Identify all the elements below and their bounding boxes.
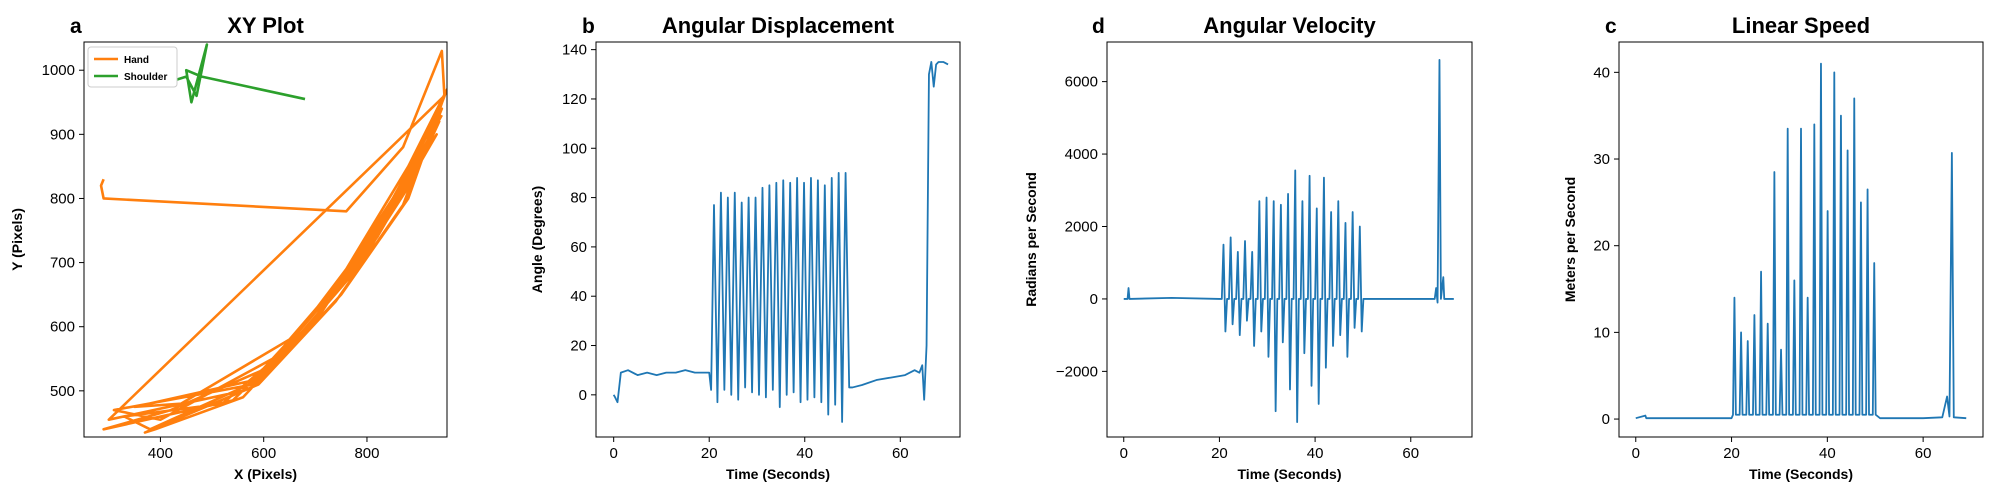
y-tick-label: 800	[50, 190, 75, 207]
legend-label: Hand	[124, 55, 149, 66]
y-tick-label: 80	[570, 190, 587, 207]
data-line	[170, 43, 306, 104]
x-tick-label: 0	[1632, 445, 1640, 462]
y-tick-label: 1000	[42, 62, 75, 79]
x-tick-label: 400	[148, 445, 173, 462]
x-axis-label: Time (Seconds)	[726, 466, 830, 482]
plot-frame	[83, 41, 448, 438]
legend-label: Shoulder	[124, 72, 167, 83]
y-tick-label: 0	[1090, 291, 1098, 308]
panel: c Linear Speed Time (Seconds) Meters per Se…	[1562, 13, 1984, 482]
panel-label: c	[1605, 15, 1617, 38]
x-tick-label: 0	[610, 445, 618, 462]
x-axis-label: X (Pixels)	[234, 466, 297, 482]
chart-title: XY Plot	[227, 13, 304, 38]
x-tick-label: 60	[892, 445, 909, 462]
y-tick-label: −2000	[1056, 363, 1098, 380]
y-axis-label: Radians per Second	[1023, 172, 1039, 307]
y-tick-label: 2000	[1065, 218, 1098, 235]
panel: b Angular Displacement Time (Seconds) Angle…	[529, 13, 961, 482]
x-axis-label: Time (Seconds)	[1749, 466, 1853, 482]
x-tick-label: 60	[1915, 445, 1932, 462]
panel: a XY Plot X (Pixels) Y (Pixels) 400 600 800 500…	[9, 13, 448, 482]
y-tick-label: 600	[50, 319, 75, 336]
x-tick-label: 600	[251, 445, 276, 462]
x-tick-label: 0	[1120, 445, 1128, 462]
y-tick-label: 20	[1593, 238, 1610, 255]
chart-title: Angular Velocity	[1203, 13, 1376, 38]
chart-title: Linear Speed	[1732, 13, 1870, 38]
panel-label: d	[1092, 15, 1105, 38]
panel: d Angular Velocity Time (Seconds) Radians p…	[1023, 13, 1473, 482]
y-tick-label: 40	[1593, 64, 1610, 81]
chart-title: Angular Displacement	[662, 13, 895, 38]
y-tick-label: 4000	[1065, 146, 1098, 163]
y-tick-label: 20	[570, 338, 587, 355]
plot-frame	[595, 41, 961, 438]
y-tick-label: 100	[562, 140, 587, 157]
data-line	[99, 49, 447, 434]
y-axis-label: Meters per Second	[1562, 177, 1578, 302]
y-tick-label: 40	[570, 288, 587, 305]
x-tick-label: 60	[1402, 445, 1419, 462]
data-line	[1635, 62, 1967, 420]
y-tick-label: 700	[50, 255, 75, 272]
x-tick-label: 20	[1723, 445, 1740, 462]
data-line	[1123, 58, 1454, 423]
y-tick-label: 120	[562, 91, 587, 108]
panel-label: b	[582, 15, 595, 38]
x-axis-label: Time (Seconds)	[1238, 466, 1342, 482]
panel-label: a	[70, 15, 82, 38]
x-tick-label: 20	[701, 445, 718, 462]
y-axis-label: Angle (Degrees)	[529, 186, 545, 293]
y-tick-label: 0	[579, 387, 587, 404]
y-tick-label: 30	[1593, 151, 1610, 168]
y-tick-label: 10	[1593, 324, 1610, 341]
x-tick-label: 40	[1307, 445, 1324, 462]
x-tick-label: 20	[1211, 445, 1228, 462]
y-tick-label: 140	[562, 42, 587, 59]
x-tick-label: 40	[796, 445, 813, 462]
y-tick-label: 6000	[1065, 74, 1098, 91]
y-tick-label: 500	[50, 383, 75, 400]
plot-frame	[1618, 41, 1984, 438]
x-tick-label: 800	[354, 445, 379, 462]
y-tick-label: 0	[1602, 411, 1610, 428]
y-axis-label: Y (Pixels)	[9, 208, 25, 271]
y-tick-label: 900	[50, 126, 75, 143]
x-tick-label: 40	[1819, 445, 1836, 462]
plot-frame	[1106, 41, 1473, 438]
data-line	[612, 61, 949, 423]
y-tick-label: 60	[570, 239, 587, 256]
